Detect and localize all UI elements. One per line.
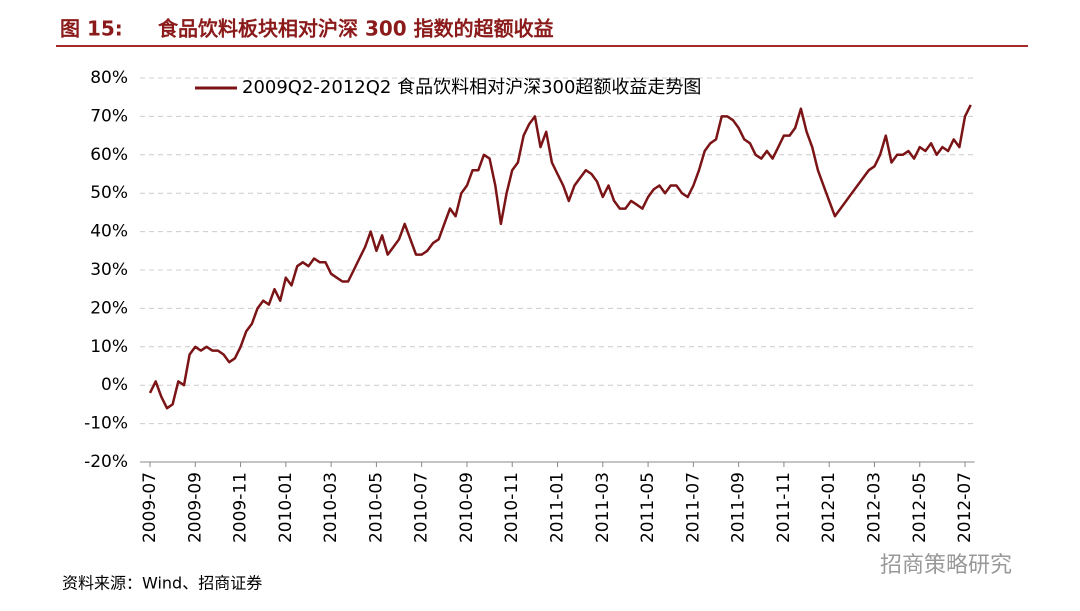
x-tick-label: 2009-09	[185, 472, 205, 543]
x-tick-label: 2012-05	[910, 472, 930, 543]
figure-title: 食品饮料板块相对沪深 300 指数的超额收益	[158, 17, 554, 41]
y-tick-label: 60%	[90, 145, 128, 165]
x-tick-label: 2009-11	[231, 472, 251, 543]
x-tick-label: 2012-07	[955, 472, 975, 543]
x-tick-label: 2011-09	[729, 472, 749, 543]
figure-label: 图 15:	[60, 17, 123, 41]
y-tick-label: 80%	[90, 68, 128, 88]
y-tick-label: 50%	[90, 183, 128, 203]
x-tick-label: 2010-01	[276, 472, 296, 543]
y-tick-label: 30%	[90, 260, 128, 280]
x-tick-label: 2011-11	[774, 472, 794, 543]
y-tick-label: 20%	[90, 298, 128, 318]
x-tick-label: 2011-05	[638, 472, 658, 543]
y-tick-label: 0%	[101, 375, 128, 395]
legend-label: 2009Q2-2012Q2 食品饮料相对沪深300超额收益走势图	[242, 77, 701, 98]
x-tick-label: 2010-09	[457, 472, 477, 543]
y-tick-label: -10%	[84, 414, 128, 434]
x-tick-label: 2009-07	[140, 472, 160, 543]
x-tick-label: 2011-03	[593, 472, 613, 543]
y-tick-label: 70%	[90, 106, 128, 126]
x-tick-label: 2010-07	[412, 472, 432, 543]
data-line	[148, 104, 972, 410]
x-tick-label: 2010-03	[321, 472, 341, 543]
y-tick-label: 10%	[90, 337, 128, 357]
y-tick-label: -20%	[84, 452, 128, 472]
x-tick-label: 2012-01	[819, 472, 839, 543]
y-tick-label: 40%	[90, 222, 128, 242]
x-tick-label: 2010-11	[502, 472, 522, 543]
x-tick-label: 2010-05	[366, 472, 386, 543]
x-tick-label: 2011-07	[683, 472, 703, 543]
x-tick-label: 2012-03	[864, 472, 884, 543]
watermark: 招商策略研究	[880, 553, 1012, 578]
x-tick-label: 2011-01	[548, 472, 568, 543]
source: 资料来源：Wind、招商证券	[62, 574, 262, 593]
